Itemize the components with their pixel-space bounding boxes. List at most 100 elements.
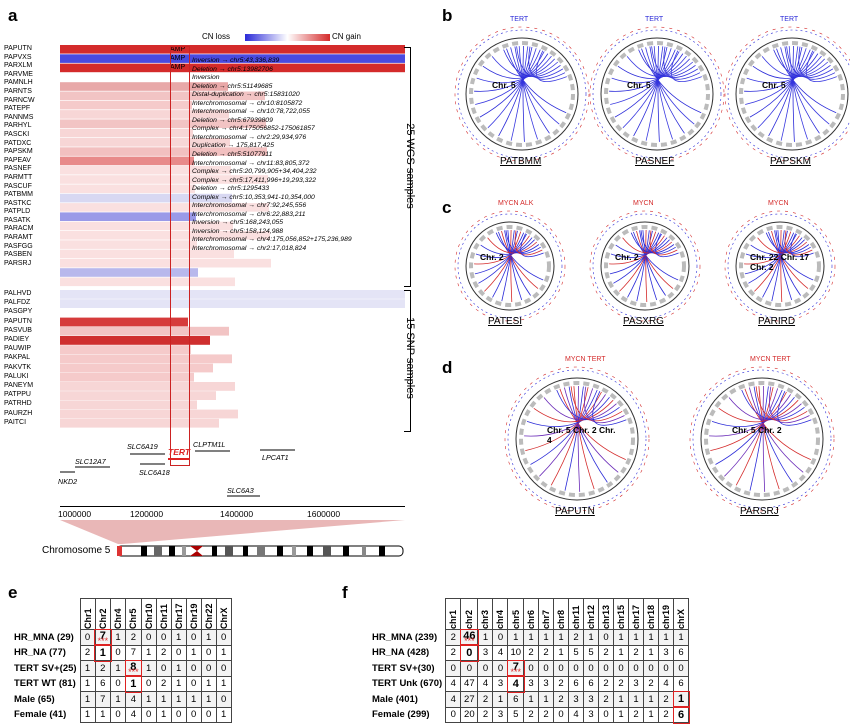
- sample-name: PAPVXS: [4, 53, 32, 61]
- table-cell: 1: [613, 691, 630, 708]
- cell-value: 3: [663, 647, 669, 659]
- table-cell: 4: [445, 675, 462, 692]
- sample-name: PATPLD: [4, 208, 31, 216]
- table-cell: 6: [672, 706, 690, 724]
- cn-segment: [60, 72, 191, 82]
- table-cell: 0: [568, 660, 585, 677]
- sv-note: Deletion → chr5:51077911: [192, 151, 273, 159]
- cell-value: 1: [130, 677, 137, 690]
- cn-segment: [60, 418, 219, 428]
- circos-sample-name: PATESI: [488, 316, 523, 327]
- column-header: chr4: [492, 598, 509, 630]
- circos-plot: Chr. 2 MYCN ALK PATESI: [450, 200, 570, 331]
- sample-name: PARHYL: [4, 122, 32, 130]
- cn-segment: [60, 54, 405, 63]
- cell-value: 0: [220, 662, 227, 674]
- column-header: chr6: [523, 598, 540, 630]
- table-cell: 27: [460, 691, 479, 708]
- table-cell: 3: [477, 644, 494, 661]
- cn-segment: [60, 184, 195, 194]
- cell-value: 0: [160, 662, 167, 674]
- table-row: HR_NA (77) 2 1 0 7 1 2 0 1 0 1: [12, 644, 232, 662]
- cn-segment: [60, 391, 216, 400]
- sample-name: PANNMS: [4, 113, 34, 121]
- column-header-text: chr6: [526, 609, 537, 629]
- table-cell: 1: [200, 675, 217, 692]
- circos-plot: Chr. 5 TERT PASNEF: [585, 16, 729, 171]
- cell-value: 5: [588, 647, 594, 659]
- cn-segment: [60, 212, 196, 221]
- cell-value: 7: [100, 693, 106, 705]
- cell-value: 0: [450, 709, 456, 721]
- cell-value: 1: [190, 647, 197, 659]
- cell-value: 1: [220, 647, 227, 659]
- table-row: Female (41) 1 1 0 4 0 1 0 0 0 1: [12, 706, 232, 723]
- cell-value: 0: [205, 647, 212, 659]
- table-cell: 0: [445, 660, 462, 677]
- row-label: Male (401): [372, 693, 418, 705]
- column-header: Chr1: [79, 598, 96, 630]
- cell-value: 1: [528, 693, 534, 705]
- table-cell: 10: [507, 644, 525, 661]
- table-cell: 1: [170, 675, 187, 692]
- circos-gene-label: MYCN TERT: [750, 356, 791, 363]
- gene-clptm1l: CLPTM1L: [193, 440, 226, 449]
- sample-name: PAPUTN: [4, 317, 32, 325]
- table-e: Chr1 Chr2 Chr4 Chr5 Chr10 Chr11 Chr17 Chr19 Chr2…: [12, 598, 232, 723]
- column-header: chr19: [658, 598, 675, 630]
- cell-value: 1: [175, 631, 182, 643]
- column-header-text: Chr17: [173, 603, 184, 629]
- column-header-text: chr19: [661, 604, 672, 629]
- table-cell: 0: [155, 660, 172, 677]
- cell-value: 0: [663, 662, 669, 674]
- circos-sample-name: PAPUTN: [555, 506, 595, 517]
- cell-value: 2: [528, 709, 534, 721]
- cn-segment: [60, 128, 193, 138]
- table-cell: 3: [538, 675, 555, 692]
- amp-tag: AMP: [170, 46, 186, 53]
- sv-note: Interchromosomal → chr2:17,018,824: [192, 245, 307, 253]
- cell-value: 1: [175, 662, 182, 674]
- cell-value: 0: [603, 709, 609, 721]
- circos-sample-name: PATBMM: [500, 156, 542, 167]
- circos-chr-label: Chr. 2: [615, 252, 639, 262]
- column-header-text: Chr22: [203, 603, 214, 629]
- cn-segment: [60, 409, 238, 419]
- circos-plot: Chr. 5 TERT PATBMM: [450, 16, 594, 171]
- cell-value: 2: [648, 678, 654, 690]
- column-header-text: chr17: [631, 604, 642, 629]
- cell-value: 2: [543, 709, 549, 721]
- cell-value: 7: [130, 647, 136, 659]
- sample-name: PASBEN: [4, 251, 32, 259]
- sv-note: Complex → chr5:20,799,905+34,404,232: [192, 168, 317, 176]
- cn-segment: [60, 277, 235, 287]
- sample-name: PASATK: [4, 216, 31, 224]
- cell-value: 0: [618, 662, 624, 674]
- gene-lpcat1: LPCAT1: [262, 453, 289, 462]
- cell-value: 4: [130, 693, 136, 705]
- cell-value: 1: [482, 631, 489, 643]
- table-cell: 1: [477, 629, 494, 646]
- cell-value: 0: [160, 631, 167, 643]
- table-cell: 3: [628, 675, 645, 692]
- sample-name: PALUKI: [4, 372, 29, 380]
- cell-value: 1: [84, 678, 91, 690]
- table-cell: 1: [94, 706, 112, 723]
- table-cell: 1: [110, 660, 127, 677]
- table-row: Male (65) 1 7 1 4 1 1 1 1 1 0: [12, 691, 232, 708]
- column-header-text: chr3: [480, 609, 491, 629]
- gene-tert: TERT: [168, 447, 191, 457]
- wgs-label: 25 WGS samples: [404, 123, 416, 209]
- table-cell: 5: [583, 644, 600, 661]
- column-header-text: chr5: [510, 609, 521, 629]
- sample-name: PASCUF: [4, 182, 32, 190]
- sample-name: PASFGG: [4, 242, 33, 250]
- circos-gene-label: TERT: [780, 16, 799, 23]
- column-header: chr18: [643, 598, 660, 630]
- table-cell: 1: [492, 691, 509, 708]
- row-label: HR_MNA (239): [372, 631, 438, 643]
- cn-segment: [60, 240, 197, 249]
- panel-a-label: a: [8, 6, 18, 25]
- column-header: Chr10: [140, 598, 157, 630]
- cell-value: 1: [558, 647, 564, 659]
